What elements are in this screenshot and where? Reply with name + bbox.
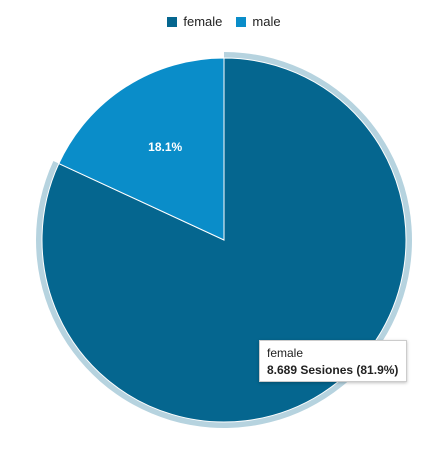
tooltip-title: female — [267, 346, 304, 360]
legend-label-female: female — [183, 14, 223, 29]
slice-label-male: 18.1% — [148, 140, 182, 154]
legend-item-female[interactable]: female — [167, 14, 222, 29]
legend-item-male[interactable]: male — [236, 14, 281, 29]
chart-legend: female male — [0, 14, 448, 29]
legend-label-male: male — [252, 14, 281, 29]
legend-swatch-male — [236, 16, 247, 27]
chart-tooltip: female 8.689 Sesiones (81.9%) — [259, 340, 407, 382]
tooltip-value: 8.689 Sesiones (81.9%) — [267, 363, 399, 377]
pie-slice-female[interactable] — [41, 57, 407, 423]
legend-swatch-female — [167, 16, 178, 27]
pie-slice-male[interactable] — [58, 57, 225, 241]
